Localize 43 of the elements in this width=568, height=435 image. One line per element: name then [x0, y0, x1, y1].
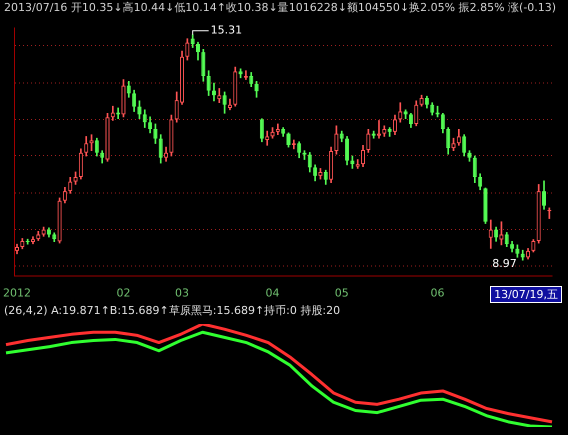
candlestick [356, 159, 360, 169]
candlestick [430, 102, 434, 116]
candlestick [126, 81, 131, 98]
candlestick [446, 127, 450, 155]
candlestick [36, 231, 40, 241]
x-tick-label: 04 [266, 286, 280, 300]
candlestick [196, 42, 200, 60]
text: (26,4,2) A:19.871↑B:15.689↑草原黑马:15.689↑持币:0 持股:20 [3, 303, 342, 318]
candlestick [106, 112, 110, 162]
x-tick-label: 05 [334, 286, 349, 300]
x-tick-label: 06 [430, 286, 445, 300]
text: 13/07/19,五 [490, 286, 562, 303]
candlestick [308, 152, 312, 172]
candlestick [340, 130, 344, 142]
x-tick-label: 2012 [3, 286, 32, 300]
candlestick [265, 130, 270, 146]
candlestick [142, 109, 147, 128]
candlestick [158, 134, 163, 164]
candlestick [217, 88, 222, 103]
candlestick [488, 220, 493, 249]
candlestick [249, 72, 254, 87]
candlestick [520, 250, 525, 260]
candlestick [52, 232, 56, 242]
candlestick [233, 66, 238, 107]
candlestick [398, 102, 402, 123]
candlestick [542, 180, 546, 210]
x-tick-label: 03 [175, 286, 190, 300]
candlestick [472, 156, 477, 183]
candlestick [414, 100, 418, 126]
candlestick [286, 132, 290, 148]
annotation: 8.97 [492, 257, 517, 270]
candlestick [536, 184, 541, 244]
annotation: 15.31 [210, 24, 242, 37]
candlestick [84, 136, 88, 156]
candlestick [68, 176, 72, 194]
candlestick [324, 170, 328, 185]
candlestick [382, 125, 386, 137]
candlestick [499, 221, 504, 246]
chart-subtitle: 2013/07/16 开10.35↓高10.44↓低10.14↑收10.38↓量1016228↓额104550↓换2.05% 振2.85% 涨(-0.13) [3, 0, 558, 16]
x-tick-label: 02 [116, 286, 130, 300]
candlestick [174, 92, 179, 123]
candlestick [467, 150, 472, 162]
candlestick [15, 244, 20, 254]
